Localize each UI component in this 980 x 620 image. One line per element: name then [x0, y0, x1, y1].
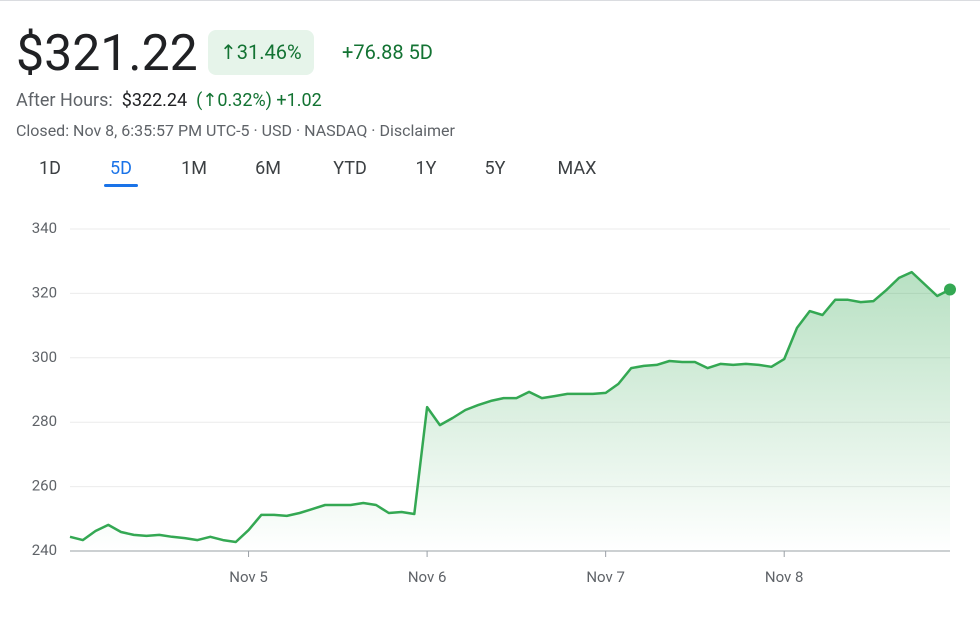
y-tick-label: 280	[32, 412, 57, 430]
y-tick-label: 240	[32, 541, 57, 559]
range-tab[interactable]: MAX	[557, 158, 597, 179]
after-hours-pct: (↑0.32%)	[196, 90, 272, 111]
tab-underline	[104, 184, 138, 187]
disclaimer-link[interactable]: Disclaimer	[379, 121, 455, 140]
chart: 240 260 280 300 320 340 Nov 5 Nov 6 Nov 7 Nov 8	[32, 219, 956, 586]
top-border	[0, 0, 980, 1]
after-hours-abs: +1.02	[276, 90, 322, 111]
change-abs-value: +76.88	[342, 40, 404, 64]
after-hours: After Hours: $322.24 (↑0.32%) +1.02	[16, 90, 322, 111]
range-tab[interactable]: 1M	[181, 158, 207, 179]
range-tab[interactable]: 1Y	[415, 158, 437, 179]
x-tick-label: Nov 5	[229, 568, 268, 586]
closed-text: Closed: Nov 8, 6:35:57 PM UTC-5 · USD · …	[16, 121, 376, 140]
after-hours-label: After Hours:	[16, 90, 113, 111]
change-pct: ↑31.46%	[208, 30, 314, 75]
y-tick-label: 320	[32, 283, 57, 301]
x-tick-label: Nov 7	[586, 568, 625, 586]
y-tick-label: 300	[32, 348, 57, 366]
price: $321.22	[16, 25, 198, 83]
range-tab[interactable]: YTD	[333, 158, 367, 179]
area	[70, 272, 950, 551]
line	[69, 270, 951, 544]
period: 5D	[408, 40, 433, 64]
y-tick-label: 340	[32, 219, 57, 237]
y-tick-label: 260	[32, 477, 57, 495]
x-tick-label: Nov 6	[408, 568, 447, 586]
change-abs: +76.88 5D	[342, 40, 433, 64]
range-tab[interactable]: 1D	[39, 158, 61, 179]
x-tick-label: Nov 8	[765, 568, 804, 586]
range-tab[interactable]: 5Y	[484, 158, 506, 179]
last-point	[944, 283, 956, 296]
after-hours-price: $322.24	[121, 90, 188, 111]
range-tab[interactable]: 6M	[255, 158, 281, 179]
closed-info: Closed: Nov 8, 6:35:57 PM UTC-5 · USD · …	[16, 121, 455, 140]
range-tab[interactable]: 5D	[110, 158, 132, 179]
